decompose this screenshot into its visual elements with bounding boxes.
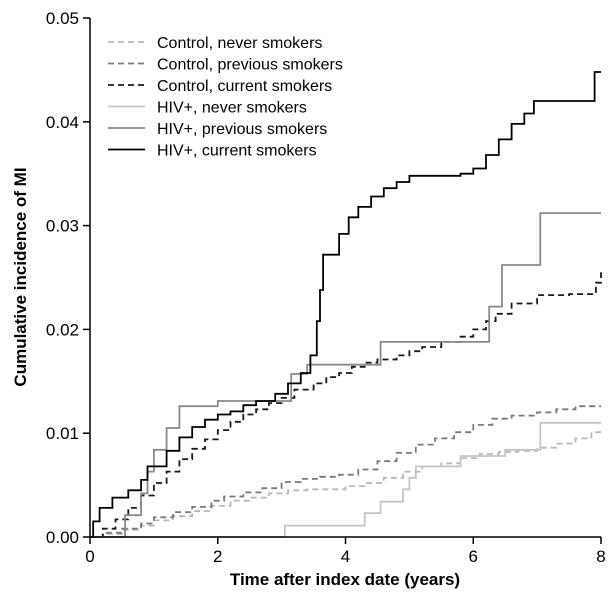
legend: Control, never smokers Control, previous … [108,35,343,160]
legend-label: HIV+, previous smokers [157,121,327,138]
series-layer [90,71,602,538]
x-tick-label: 4 [341,547,350,566]
legend-label: Control, never smokers [157,35,322,52]
y-tick-label: 0.00 [46,528,79,547]
legend-label: Control, previous smokers [157,57,343,74]
y-tick-label: 0.02 [46,320,79,339]
x-tick-label: 8 [596,547,605,566]
series-line-2 [90,272,602,538]
x-tick-label: 6 [469,547,478,566]
series-line-3 [90,421,601,538]
y-tick-label: 0.03 [46,217,79,236]
y-tick-label: 0.01 [46,424,79,443]
y-tick-label: 0.04 [46,113,79,132]
series-line-0 [90,431,601,538]
x-tick-label: 2 [213,547,222,566]
legend-label: Control, current smokers [157,78,332,95]
tick-layer: 0 2 4 6 8 0.00 0.01 0.02 0.03 0.04 0.05 [46,9,606,566]
y-axis-title: Cumulative incidence of MI [11,167,30,386]
series-line-4 [90,212,601,538]
legend-label: HIV+, never smokers [157,100,307,117]
y-tick-label: 0.05 [46,9,79,28]
x-tick-label: 0 [85,547,94,566]
series-line-5 [90,71,601,538]
legend-label: HIV+, current smokers [157,143,317,160]
series-line-1 [90,405,601,538]
x-axis-title: Time after index date (years) [230,570,460,589]
